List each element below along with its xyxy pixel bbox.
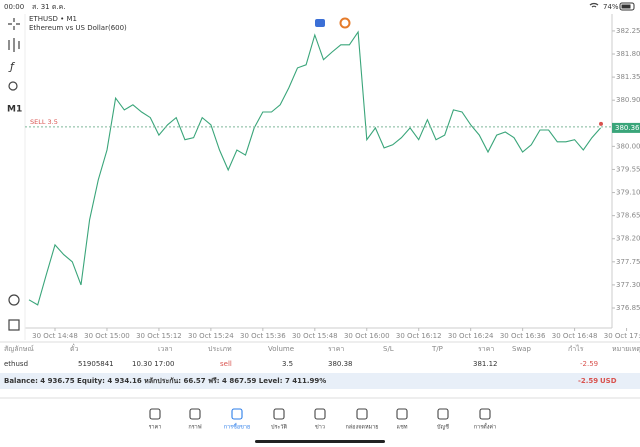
price-line xyxy=(28,30,602,306)
nav-icon[interactable] xyxy=(314,408,326,420)
function-tool[interactable]: ƒ xyxy=(8,60,16,73)
nav-icon[interactable] xyxy=(356,408,368,420)
y-tick-label: 381.80 xyxy=(616,50,640,58)
x-tick-label: 30 Oct 15:36 xyxy=(240,332,286,340)
column-header: สัญลักษณ์ xyxy=(4,345,34,353)
sell-label: SELL 3.5 xyxy=(30,118,58,126)
battery-icon xyxy=(619,2,635,11)
y-tick-label: 380.00 xyxy=(616,142,640,150)
balance-currency: USD xyxy=(600,377,617,385)
y-tick-label: 376.85 xyxy=(616,304,640,312)
y-tick-label: 381.35 xyxy=(616,73,640,81)
last-price-label: 380.36 xyxy=(615,124,640,132)
column-header: เวลา xyxy=(158,345,173,353)
column-header: Volume xyxy=(268,345,294,353)
x-tick-label: 30 Oct 16:12 xyxy=(396,332,442,340)
column-header: S/L xyxy=(383,345,394,353)
position-volume[interactable]: 3.5 xyxy=(282,360,293,368)
nav-icon[interactable] xyxy=(189,408,201,420)
balance-profit: -2.59 xyxy=(578,377,598,385)
indicator-tool[interactable] xyxy=(8,38,20,52)
nav-label[interactable]: บัญชี xyxy=(437,424,449,431)
battery-fill xyxy=(621,4,631,9)
x-tick-label: 30 Oct 15:48 xyxy=(292,332,338,340)
column-header: ราคา xyxy=(328,345,344,353)
timeframe[interactable]: M1 xyxy=(7,105,22,115)
x-tick-label: 30 Oct 16:48 xyxy=(552,332,598,340)
nav-label[interactable]: กล่องจดหมาย xyxy=(345,425,378,431)
battery-level: 74% xyxy=(603,3,619,11)
y-tick-label: 378.20 xyxy=(616,235,640,243)
nav-icon[interactable] xyxy=(273,408,285,420)
x-tick-label: 30 Oct 16:36 xyxy=(500,332,546,340)
nav-label[interactable]: ประวัติ xyxy=(271,424,287,431)
nav-label[interactable]: ข่าว xyxy=(315,425,325,431)
nav-label[interactable]: การซื้อขาย xyxy=(224,423,250,431)
column-header: ตั๋ว xyxy=(70,344,79,353)
x-tick-label: 30 Oct 14:48 xyxy=(32,332,78,340)
chart-title: ETHUSD • M1 xyxy=(29,15,77,23)
column-header: ประเภท xyxy=(208,345,232,353)
x-tick-label: 30 Oct 17:00 xyxy=(604,332,640,340)
y-tick-label: 377.30 xyxy=(616,281,640,289)
x-tick-label: 30 Oct 15:12 xyxy=(136,332,182,340)
nav-label[interactable]: แชท xyxy=(397,424,408,431)
balance-summary: Balance: 4 936.75 Equity: 4 934.16 หลักป… xyxy=(4,377,326,385)
position-type[interactable]: sell xyxy=(220,360,232,368)
y-tick-label: 379.55 xyxy=(616,165,640,173)
column-header: กำไร xyxy=(568,344,584,353)
status-time: 00:00 xyxy=(4,3,24,11)
position-ticket[interactable]: 51905841 xyxy=(78,360,114,368)
y-tick-label: 380.90 xyxy=(616,96,640,104)
x-tick-label: 30 Oct 15:00 xyxy=(84,332,130,340)
column-header: ราคา xyxy=(478,345,494,353)
sell-marker xyxy=(599,121,603,126)
position-profit[interactable]: -2.59 xyxy=(580,360,598,368)
x-tick-label: 30 Oct 15:24 xyxy=(188,332,234,340)
y-tick-label: 378.65 xyxy=(616,212,640,220)
trade-button[interactable] xyxy=(315,19,325,27)
nav-label[interactable]: กราฟ xyxy=(188,424,201,431)
nav-label[interactable]: ราคา xyxy=(149,425,162,431)
position-price[interactable]: 380.38 xyxy=(328,360,353,368)
y-tick-label: 377.75 xyxy=(616,258,640,266)
last-price-tag xyxy=(612,122,640,133)
column-header: Swap xyxy=(512,345,531,353)
wifi-icon xyxy=(589,2,599,8)
y-tick-label: 382.25 xyxy=(616,27,640,35)
x-tick-label: 30 Oct 16:24 xyxy=(448,332,494,340)
nav-icon[interactable] xyxy=(231,408,243,420)
y-tick-label: 379.10 xyxy=(616,189,640,197)
status-date: ส. 31 ต.ค. xyxy=(32,3,66,11)
nav-label[interactable]: การตั้งค่า xyxy=(474,423,496,431)
nav-icon[interactable] xyxy=(479,408,491,420)
position-symbol[interactable]: ethusd xyxy=(4,360,28,368)
column-header: หมายเหตุ xyxy=(612,345,640,353)
quick-trade[interactable] xyxy=(8,294,20,306)
chart-subtitle: Ethereum vs US Dollar(600) xyxy=(29,24,127,32)
signal-button[interactable] xyxy=(339,17,351,29)
home-indicator xyxy=(255,440,385,443)
position-current-price[interactable]: 381.12 xyxy=(473,360,498,368)
objects-tool[interactable] xyxy=(8,81,18,91)
balance-bar xyxy=(0,373,640,389)
nav-icon[interactable] xyxy=(437,408,449,420)
crosshair-tool[interactable] xyxy=(8,18,20,30)
position-time[interactable]: 10.30 17:00 xyxy=(132,360,174,368)
x-tick-label: 30 Oct 16:00 xyxy=(344,332,390,340)
nav-icon[interactable] xyxy=(149,408,161,420)
add-tool[interactable] xyxy=(8,319,20,331)
column-header: T/P xyxy=(431,345,443,353)
nav-icon[interactable] xyxy=(396,408,408,420)
